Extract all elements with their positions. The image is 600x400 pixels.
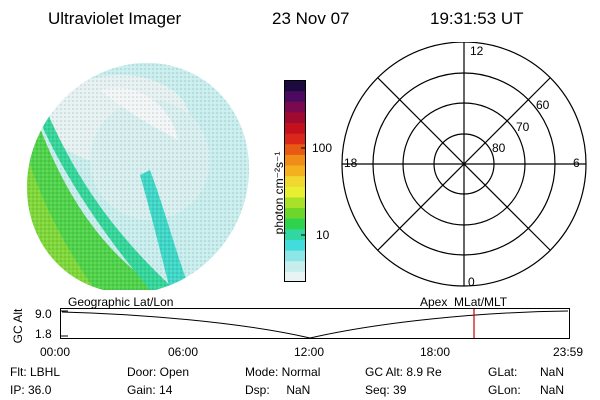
colorbar-cell xyxy=(284,154,306,166)
colorbar-cell xyxy=(284,228,306,240)
timeline-x-tick: 18:00 xyxy=(420,345,451,359)
colorbar-cell xyxy=(284,133,306,145)
polar-label-0: 0 xyxy=(468,275,475,289)
timeline-plot xyxy=(60,308,570,339)
colorbar-cell xyxy=(284,271,306,282)
colorbar-cell xyxy=(284,80,306,92)
status-gc-alt: GC Alt: 8.9 Re xyxy=(365,365,442,379)
colorbar-cell xyxy=(284,239,306,251)
colorbar-cell xyxy=(284,218,306,230)
colorbar-cell xyxy=(284,250,306,262)
status-seq: Seq: 39 xyxy=(365,383,407,397)
timeline-y-top: 9.0 xyxy=(35,307,52,321)
polar-plot: 12 0 18 6 60 70 80 xyxy=(341,42,587,289)
colorbar-cell xyxy=(284,196,306,209)
timeline-x-tick: 06:00 xyxy=(168,345,199,359)
status-filter: Flt: LBHL xyxy=(10,365,61,379)
timeline-x-tick: 00:00 xyxy=(40,345,71,359)
time-label: 19:31:53 UT xyxy=(430,9,524,28)
app-title: Ultraviolet Imager xyxy=(48,9,182,28)
status-ip: IP: 36.0 xyxy=(10,383,52,397)
timeline-y-bottom: 1.8 xyxy=(35,327,52,341)
polar-lat-80: 80 xyxy=(492,141,506,155)
colorbar-cell xyxy=(284,101,306,113)
status-dsp: Dsp: NaN xyxy=(245,383,311,397)
colorbar-cell xyxy=(284,122,306,134)
aurora-image xyxy=(0,60,260,290)
polar-label-18: 18 xyxy=(344,156,358,170)
colorbar-cell xyxy=(284,165,306,177)
status-glat-label: GLat: xyxy=(488,365,518,379)
status-glon-label: GLon: xyxy=(488,383,521,397)
colorbar-cell xyxy=(284,90,306,102)
date-label: 23 Nov 07 xyxy=(272,9,350,28)
timeline-x-tick: 12:00 xyxy=(294,345,325,359)
timeline-left-title: Geographic Lat/Lon xyxy=(68,295,174,309)
colorbar-cell xyxy=(284,260,306,272)
status-glat-value: NaN xyxy=(540,365,565,379)
timeline-x-tick: 23:59 xyxy=(553,345,584,359)
polar-lat-60: 60 xyxy=(536,98,550,112)
timeline-ylabel: GC Alt xyxy=(11,308,25,344)
colorbar-cell xyxy=(284,175,306,187)
polar-label-12: 12 xyxy=(470,44,484,58)
status-door: Door: Open xyxy=(127,365,190,379)
status-mode: Mode: Normal xyxy=(245,365,321,379)
colorbar-cell xyxy=(284,207,306,219)
color-bar xyxy=(284,80,306,282)
polar-label-6: 6 xyxy=(573,156,580,170)
colorbar-unit-label: photon cm⁻²s⁻¹ xyxy=(272,151,286,235)
colorbar-tick-10: 10 xyxy=(316,228,330,242)
colorbar-cell xyxy=(284,186,306,198)
timeline-right-title: Apex MLat/MLT xyxy=(420,295,508,309)
colorbar-cell xyxy=(284,111,306,124)
polar-lat-70: 70 xyxy=(516,120,530,134)
status-glon-value: NaN xyxy=(540,383,565,397)
colorbar-tick-100: 100 xyxy=(312,141,333,155)
colorbar-cell xyxy=(284,143,306,155)
status-gain: Gain: 14 xyxy=(127,383,173,397)
